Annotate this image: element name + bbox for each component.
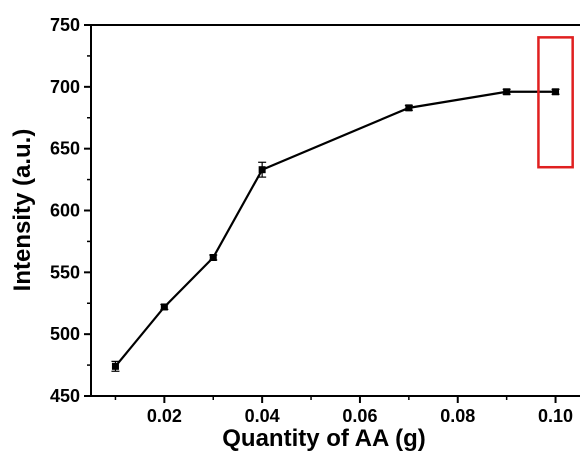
axes: 0.02 0.04 0.06 0.08 0.10 450 500 550 600 650 700 75… xyxy=(50,15,580,426)
x-tick-label: 0.10 xyxy=(538,406,573,426)
series-line xyxy=(114,90,556,368)
y-tick-label: 550 xyxy=(50,262,80,282)
data-point xyxy=(258,166,266,174)
y-tick-label: 700 xyxy=(50,77,80,97)
y-tick-label: 500 xyxy=(50,324,80,344)
data-point xyxy=(405,104,413,112)
x-axis-title: Quantity of AA (g) xyxy=(222,425,426,452)
y-tick-label: 650 xyxy=(50,139,80,159)
annotation-layer xyxy=(537,36,574,169)
y-axis-title: Intensity (a.u.) xyxy=(9,129,36,292)
x-tick-label: 0.02 xyxy=(147,406,182,426)
y-tick-label: 600 xyxy=(50,201,80,221)
data-point xyxy=(552,88,560,96)
data-point xyxy=(503,88,511,96)
x-tick-label: 0.06 xyxy=(342,406,377,426)
y-tick-label: 450 xyxy=(50,386,80,406)
highlight-box xyxy=(537,36,574,169)
data-point xyxy=(111,362,119,370)
x-tick-label: 0.04 xyxy=(245,406,280,426)
data-point xyxy=(160,303,168,311)
y-tick-label: 750 xyxy=(50,15,80,35)
series-layer xyxy=(111,88,560,372)
data-point xyxy=(209,253,217,261)
x-tick-label: 0.08 xyxy=(440,406,475,426)
